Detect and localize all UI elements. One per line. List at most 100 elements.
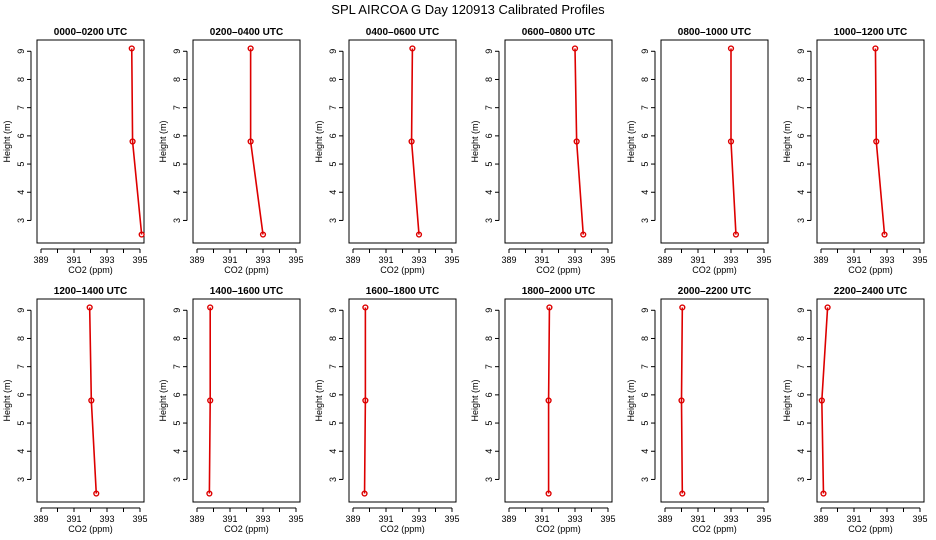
plot-frame [36, 298, 145, 503]
y-tick-label: 3 [640, 218, 650, 223]
y-tick-label: 8 [796, 77, 806, 82]
x-axis-label: CO2 (ppm) [692, 265, 737, 275]
panel-6: 1200–1400 UTC 389 391 393 395 CO2 (ppm) 3 4 5 6 7 8… [2, 286, 148, 534]
y-tick-label: 4 [172, 190, 182, 195]
y-tick-label: 6 [328, 133, 338, 138]
panel-7: 1400–1600 UTC 389 391 393 395 CO2 (ppm) 3 4 5 6 7 8… [158, 286, 304, 534]
y-tick-label: 5 [796, 421, 806, 426]
y-tick-label: 6 [640, 133, 650, 138]
y-tick-label: 9 [172, 308, 182, 313]
x-tick-label: 393 [411, 514, 426, 524]
x-tick-label: 395 [288, 514, 303, 524]
profile-point [247, 138, 254, 145]
x-tick-label: 391 [378, 255, 393, 265]
x-axis-label: CO2 (ppm) [68, 524, 113, 534]
y-tick-label: 5 [640, 162, 650, 167]
y-tick-label: 8 [484, 336, 494, 341]
y-tick-label: 5 [16, 421, 26, 426]
x-tick-label: 389 [657, 514, 672, 524]
y-tick-label: 8 [16, 336, 26, 341]
y-tick-label: 5 [640, 421, 650, 426]
y-tick-label: 9 [484, 308, 494, 313]
y-tick-label: 3 [796, 218, 806, 223]
y-axis-label: Height (m) [782, 120, 792, 162]
panel-title: 1800–2000 UTC [522, 286, 595, 297]
y-tick-label: 9 [640, 49, 650, 54]
plot-frame [192, 298, 301, 503]
panel-title: 2200–2400 UTC [834, 286, 907, 297]
profile-line [680, 307, 684, 494]
y-tick-label: 6 [484, 133, 494, 138]
y-tick-label: 9 [16, 49, 26, 54]
y-tick-label: 4 [16, 449, 26, 454]
x-tick-label: 391 [222, 514, 237, 524]
profile-point [820, 490, 827, 497]
y-tick-label: 4 [484, 449, 494, 454]
y-tick-label: 3 [328, 218, 338, 223]
y-tick-label: 3 [484, 477, 494, 482]
profile-point [207, 304, 214, 311]
y-axis-label: Height (m) [314, 379, 324, 421]
x-axis-label: CO2 (ppm) [536, 265, 581, 275]
profile-point [259, 231, 267, 238]
x-tick-label: 395 [132, 514, 147, 524]
profile-line [130, 48, 143, 235]
x-tick-label: 393 [99, 255, 114, 265]
profile-point [408, 138, 415, 145]
y-axis-label: Height (m) [626, 120, 636, 162]
plot-frame [660, 298, 769, 503]
y-axis-label: Height (m) [470, 379, 480, 421]
x-tick-label: 393 [879, 514, 894, 524]
y-tick-label: 3 [484, 218, 494, 223]
plot-frame [504, 298, 613, 503]
y-axis-label: Height (m) [158, 379, 168, 421]
x-tick-label: 391 [690, 514, 705, 524]
y-tick-label: 7 [640, 364, 650, 369]
x-tick-label: 389 [189, 514, 204, 524]
profile-line [730, 48, 737, 235]
profile-point [571, 45, 579, 52]
x-tick-label: 393 [723, 514, 738, 524]
profile-point [679, 304, 686, 311]
panel-title: 2000–2200 UTC [678, 286, 751, 297]
panel-title: 1000–1200 UTC [834, 27, 907, 38]
x-tick-label: 391 [66, 514, 81, 524]
x-axis-label: CO2 (ppm) [380, 265, 425, 275]
x-tick-label: 389 [345, 255, 360, 265]
y-tick-label: 6 [172, 392, 182, 397]
y-tick-label: 8 [796, 336, 806, 341]
y-tick-label: 5 [796, 162, 806, 167]
y-tick-label: 6 [640, 392, 650, 397]
panel-9: 1800–2000 UTC 389 391 393 395 CO2 (ppm) 3 4 5 6 7 8… [470, 286, 616, 534]
y-tick-label: 4 [16, 190, 26, 195]
y-tick-label: 4 [328, 190, 338, 195]
panel-5: 1000–1200 UTC 389 391 393 395 CO2 (ppm) 3 4 5 6 7 8… [782, 27, 928, 275]
x-tick-label: 395 [444, 514, 459, 524]
panel-11: 2200–2400 UTC 389 391 393 395 CO2 (ppm) 3 4 5 6 7 8… [782, 286, 928, 534]
y-tick-label: 8 [16, 77, 26, 82]
x-tick-label: 395 [444, 255, 459, 265]
profile-point [824, 304, 831, 311]
profile-line [249, 48, 264, 235]
profile-point [415, 231, 423, 238]
x-tick-label: 395 [756, 255, 771, 265]
x-axis-label: CO2 (ppm) [380, 524, 425, 534]
plot-frame [348, 298, 457, 503]
plot-frame [348, 39, 457, 244]
profile-point [545, 397, 552, 404]
y-tick-label: 3 [328, 477, 338, 482]
y-tick-label: 8 [640, 77, 650, 82]
y-tick-label: 5 [484, 421, 494, 426]
profile-point [727, 138, 735, 145]
y-tick-label: 5 [16, 162, 26, 167]
x-tick-label: 389 [501, 255, 516, 265]
x-tick-label: 391 [690, 255, 705, 265]
y-tick-label: 6 [16, 133, 26, 138]
profile-point [93, 490, 100, 497]
y-tick-label: 9 [796, 308, 806, 313]
y-axis-label: Height (m) [626, 379, 636, 421]
profile-point [409, 45, 416, 52]
panel-title: 0600–0800 UTC [522, 27, 595, 38]
x-tick-label: 395 [132, 255, 147, 265]
